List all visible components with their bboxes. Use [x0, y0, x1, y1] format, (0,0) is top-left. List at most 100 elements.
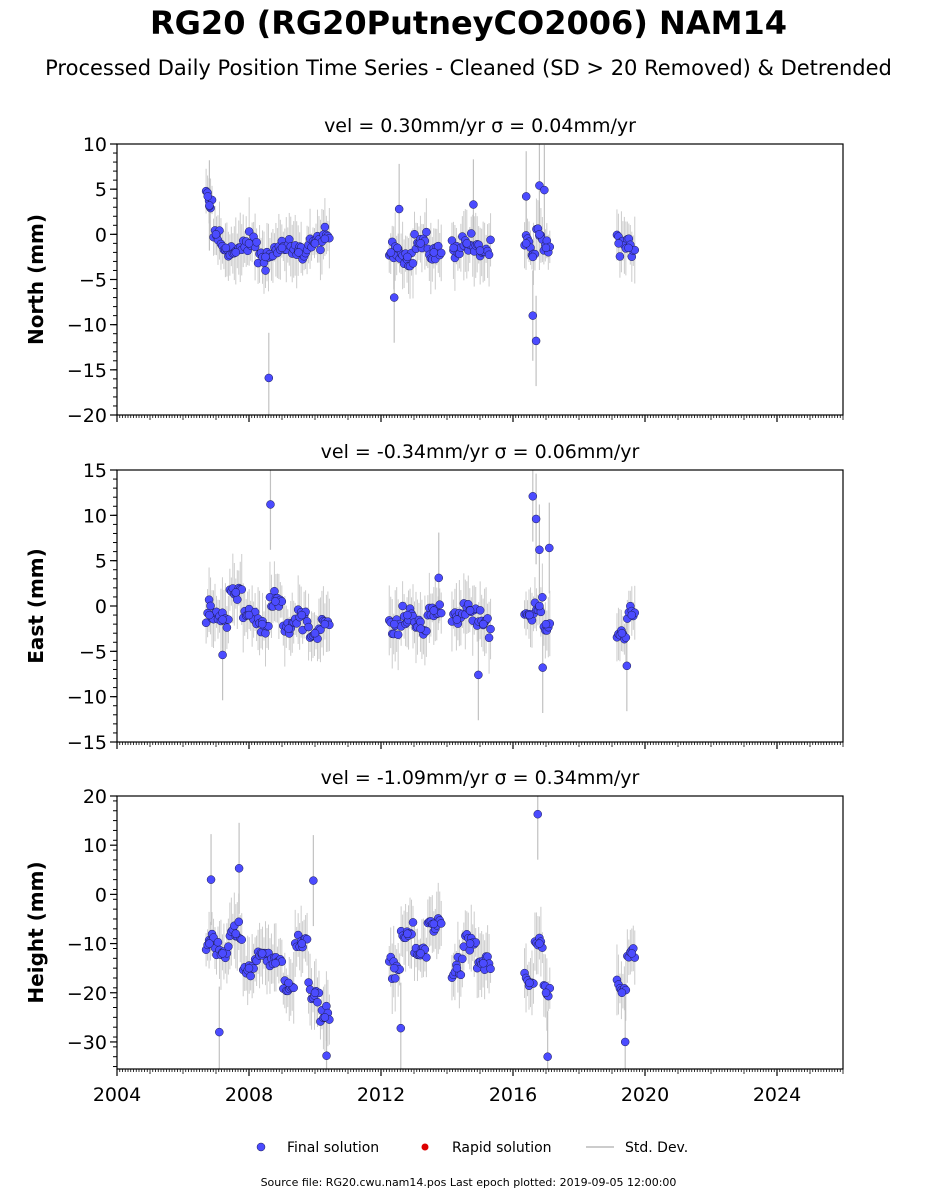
- final-point: [320, 222, 330, 232]
- y-tick-label: −15: [67, 732, 107, 754]
- x-tick-label: 2012: [357, 1084, 405, 1106]
- final-point: [429, 606, 439, 615]
- final-point: [410, 230, 419, 239]
- final-point: [465, 606, 475, 615]
- figure-title: RG20 (RG20PutneyCO2006) NAM14: [150, 4, 787, 42]
- final-point: [627, 610, 637, 620]
- panel-title: vel = -1.09mm/yr σ = 0.34mm/yr: [321, 767, 640, 789]
- y-tick-label: −15: [67, 360, 107, 382]
- final-solution-outliers: [205, 181, 549, 383]
- final-solution-outliers: [218, 492, 632, 680]
- y-axis-label: East (mm): [24, 548, 48, 664]
- legend-label: Std. Dev.: [625, 1140, 688, 1156]
- final-point: [218, 615, 227, 624]
- final-point: [310, 628, 320, 638]
- final-point: [528, 252, 538, 262]
- final-point: [205, 610, 214, 620]
- panel-east: 15 10 5 0 −5 −10 −15 vel = -0.34mm/yr σ = 0.06m…: [24, 441, 844, 754]
- x-tick-label: 2008: [225, 1084, 273, 1106]
- y-tick-label: 10: [83, 134, 107, 156]
- final-point: [257, 619, 267, 629]
- final-point: [234, 917, 244, 927]
- outlier-point: [206, 875, 216, 884]
- final-point: [521, 239, 531, 248]
- outlier-point: [535, 545, 544, 555]
- x-axis: 2004 2008 2012 2016 2020 2024: [93, 1069, 844, 1106]
- outlier-point: [389, 293, 399, 302]
- final-point: [224, 942, 233, 951]
- y-tick-label: −5: [79, 270, 107, 292]
- final-point: [277, 243, 287, 253]
- final-point: [294, 248, 303, 257]
- final-point: [452, 615, 462, 624]
- final-point: [203, 192, 212, 201]
- final-point: [320, 1013, 330, 1022]
- x-tick-label: 2016: [489, 1084, 537, 1106]
- final-point: [271, 597, 280, 606]
- final-point: [221, 243, 231, 253]
- final-point: [211, 230, 221, 239]
- final-point: [538, 593, 547, 602]
- legend-label: Final solution: [287, 1140, 379, 1156]
- axes-frame: [116, 795, 844, 1070]
- outlier-point: [474, 670, 483, 680]
- outlier-point: [545, 543, 554, 553]
- final-point: [617, 988, 627, 998]
- x-tick-label: 2024: [753, 1084, 801, 1106]
- final-point: [386, 248, 396, 257]
- outlier-point: [322, 1051, 331, 1060]
- outlier-point: [528, 311, 538, 320]
- x-axis: [116, 415, 844, 422]
- final-point: [231, 248, 241, 257]
- final-point: [393, 243, 402, 253]
- outlier-point: [531, 514, 541, 524]
- std-dev-bars: [205, 470, 636, 721]
- legend-marker-final: [256, 1142, 266, 1152]
- final-point: [627, 949, 637, 958]
- final-point: [403, 610, 412, 620]
- outlier-point: [528, 492, 538, 501]
- final-point: [541, 243, 551, 253]
- final-point: [456, 970, 466, 980]
- final-point: [479, 958, 488, 968]
- legend-item-final: Final solution: [256, 1140, 379, 1156]
- y-tick-label: −20: [67, 405, 107, 427]
- final-point: [416, 949, 425, 958]
- std-dev-bars: [205, 796, 636, 1069]
- outlier-point: [309, 876, 318, 885]
- panel-title: vel = 0.30mm/yr σ = 0.04mm/yr: [324, 115, 636, 137]
- final-point: [316, 245, 325, 255]
- outlier-point: [434, 573, 443, 583]
- final-point: [614, 239, 623, 248]
- final-point: [535, 939, 544, 948]
- final-point: [525, 610, 534, 620]
- final-point: [390, 974, 400, 983]
- final-point: [218, 949, 227, 958]
- final-point: [475, 246, 485, 255]
- y-tick-label: 20: [83, 786, 107, 808]
- final-point: [535, 601, 544, 611]
- outlier-point: [234, 864, 244, 873]
- final-point: [462, 239, 472, 248]
- final-point: [624, 243, 633, 253]
- x-tick-label: 2020: [621, 1084, 669, 1106]
- final-point: [486, 624, 495, 634]
- figure-subtitle: Processed Daily Position Time Series - C…: [45, 56, 892, 80]
- y-tick-label: −5: [79, 641, 107, 663]
- final-point: [535, 230, 544, 239]
- final-point: [403, 929, 412, 938]
- final-point: [475, 606, 485, 615]
- legend-item-rapid: Rapid solution: [421, 1140, 552, 1156]
- final-point: [244, 610, 254, 620]
- final-point: [436, 248, 446, 258]
- final-point: [313, 997, 322, 1007]
- final-point: [304, 978, 313, 987]
- y-tick-label: −10: [67, 315, 107, 337]
- y-tick-label: 10: [83, 505, 107, 527]
- outlier-point: [620, 1037, 630, 1047]
- y-axis-label: Height (mm): [24, 861, 48, 1003]
- final-point: [252, 238, 261, 247]
- final-point: [483, 614, 492, 623]
- y-tick-label: 0: [95, 884, 107, 906]
- final-point: [452, 963, 462, 973]
